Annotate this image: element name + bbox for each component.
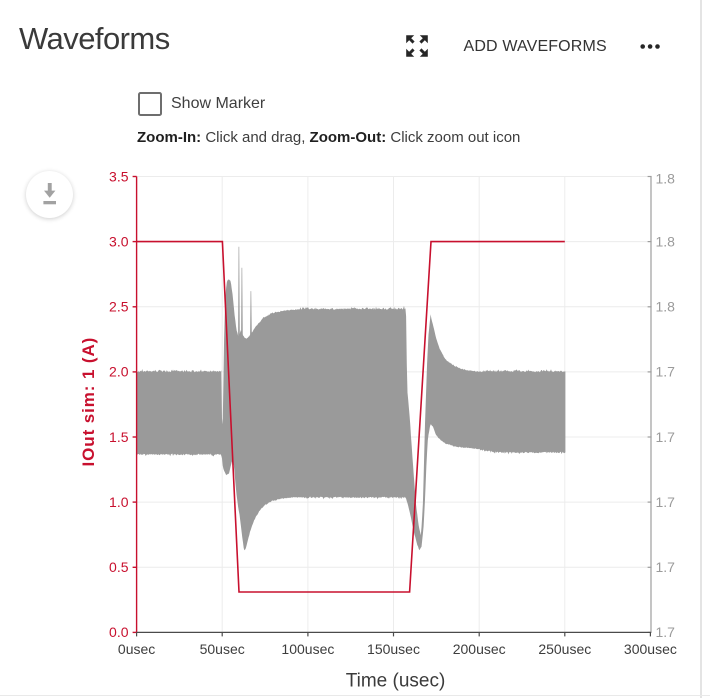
svg-text:100usec: 100usec bbox=[281, 641, 334, 657]
svg-text:1.0: 1.0 bbox=[109, 494, 129, 510]
svg-text:2.0: 2.0 bbox=[109, 364, 129, 380]
svg-text:1.7: 1.7 bbox=[656, 429, 676, 445]
svg-text:250usec: 250usec bbox=[538, 641, 591, 657]
svg-text:0.0: 0.0 bbox=[109, 624, 129, 640]
svg-text:3.5: 3.5 bbox=[109, 168, 129, 184]
svg-text:1.8: 1.8 bbox=[656, 233, 676, 249]
svg-text:150usec: 150usec bbox=[367, 641, 420, 657]
svg-text:0.5: 0.5 bbox=[109, 559, 129, 575]
svg-text:200usec: 200usec bbox=[453, 641, 506, 657]
svg-text:1.8: 1.8 bbox=[656, 171, 676, 187]
svg-text:1.5: 1.5 bbox=[109, 429, 129, 445]
svg-text:50usec: 50usec bbox=[200, 641, 245, 657]
svg-text:1.7: 1.7 bbox=[656, 494, 676, 510]
svg-text:IOut sim: 1 (A): IOut sim: 1 (A) bbox=[79, 337, 98, 467]
svg-text:3.0: 3.0 bbox=[109, 233, 129, 249]
svg-text:300usec: 300usec bbox=[624, 641, 677, 657]
svg-text:1.7: 1.7 bbox=[656, 559, 676, 575]
svg-text:Time (usec): Time (usec) bbox=[346, 671, 446, 692]
svg-text:0usec: 0usec bbox=[118, 641, 155, 657]
svg-text:2.5: 2.5 bbox=[109, 299, 129, 315]
svg-text:1.7: 1.7 bbox=[656, 364, 676, 380]
svg-text:1.8: 1.8 bbox=[656, 299, 676, 315]
svg-text:1.7: 1.7 bbox=[656, 624, 676, 640]
